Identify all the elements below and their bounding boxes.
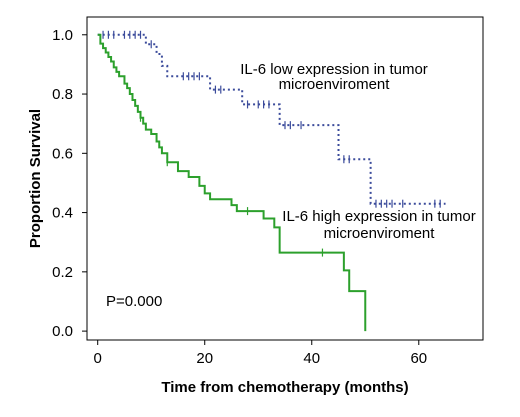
series-label-high-line-2: microenviroment bbox=[324, 225, 436, 242]
series-label-low-line-1: IL-6 low expression in tumor bbox=[240, 61, 428, 78]
survival-curve-low bbox=[97, 33, 446, 205]
survival-curve-high bbox=[97, 33, 367, 332]
y-tick-label: 1.0 bbox=[52, 27, 73, 44]
series-labels: IL-6 low expression in tumor microenviro… bbox=[106, 61, 476, 310]
x-tick-label: 0 bbox=[94, 350, 102, 367]
y-tick-label: 0.0 bbox=[52, 323, 73, 340]
series-label-high-line-1: IL-6 high expression in tumor bbox=[282, 208, 475, 225]
x-axis-ticks: 0 20 40 60 bbox=[94, 340, 427, 367]
y-tick-label: 0.8 bbox=[52, 86, 73, 103]
y-axis-title: Proportion Survival bbox=[27, 109, 44, 248]
plot-frame bbox=[86, 16, 484, 341]
x-tick-label: 40 bbox=[303, 350, 320, 367]
x-axis-title: Time from chemotherapy (months) bbox=[161, 379, 408, 396]
axes: 0 20 40 60 0.0 0.2 0.4 0.6 0.8 1.0 bbox=[52, 16, 484, 367]
x-tick-label: 20 bbox=[196, 350, 213, 367]
p-value-annotation: P=0.000 bbox=[106, 293, 162, 310]
y-tick-label: 0.6 bbox=[52, 145, 73, 162]
y-tick-label: 0.4 bbox=[52, 205, 73, 222]
x-tick-label: 60 bbox=[410, 350, 427, 367]
series-layer bbox=[97, 30, 446, 332]
y-axis-ticks: 0.0 0.2 0.4 0.6 0.8 1.0 bbox=[52, 27, 87, 340]
y-tick-label: 0.2 bbox=[52, 264, 73, 281]
series-label-low-line-2: microenviroment bbox=[279, 76, 391, 93]
